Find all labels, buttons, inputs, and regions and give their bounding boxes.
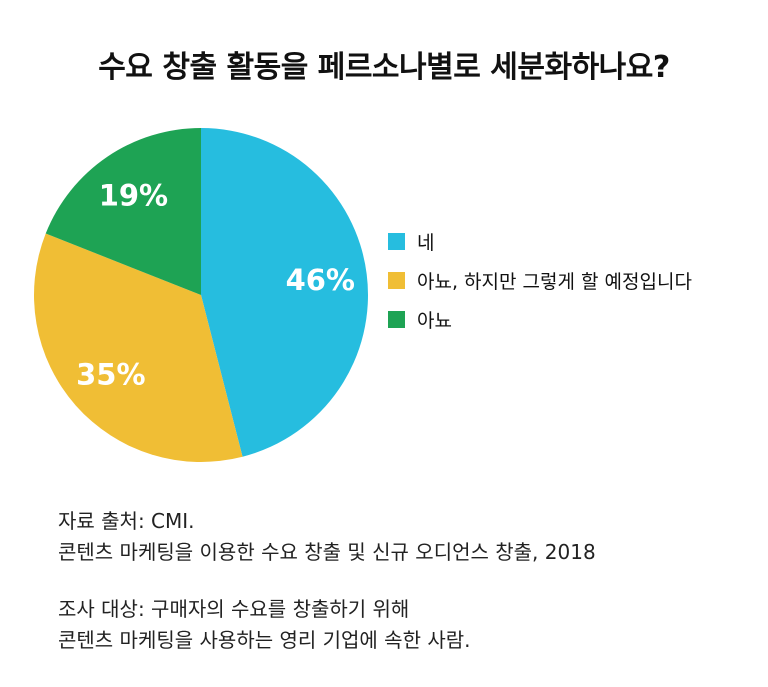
- survey-note: 조사 대상: 구매자의 수요를 창출하기 위해 콘텐츠 마케팅을 사용하는 영리…: [58, 594, 471, 656]
- survey-line-2: 콘텐츠 마케팅을 사용하는 영리 기업에 속한 사람.: [58, 628, 471, 652]
- pie-slice-2: [33, 233, 243, 463]
- pie-slice-label-1: 46%: [286, 263, 355, 297]
- legend-label: 네: [417, 232, 435, 254]
- legend-swatch: [388, 272, 405, 289]
- source-line-1: 자료 출처: CMI.: [58, 509, 195, 533]
- legend-label: 아뇨: [417, 310, 452, 332]
- source-line-2: 콘텐츠 마케팅을 이용한 수요 창출 및 신규 오디언스 창출, 2018: [58, 540, 596, 564]
- pie-slice-label-3: 19%: [99, 179, 168, 213]
- pie-slice-label-2: 35%: [76, 358, 145, 392]
- legend-swatch: [388, 233, 405, 250]
- legend-item-1: 네: [388, 222, 692, 261]
- legend-swatch: [388, 311, 405, 328]
- survey-line-1: 조사 대상: 구매자의 수요를 창출하기 위해: [58, 597, 410, 621]
- pie-slice-3: [45, 128, 201, 295]
- chart-title: 수요 창출 활동을 페르소나별로 세분화하나요?: [98, 50, 670, 85]
- pie-slice-1: [201, 128, 369, 457]
- legend-label: 아뇨, 하지만 그렇게 할 예정입니다: [417, 271, 692, 293]
- legend-item-2: 아뇨, 하지만 그렇게 할 예정입니다: [388, 261, 692, 300]
- legend-item-3: 아뇨: [388, 300, 692, 339]
- source-note: 자료 출처: CMI. 콘텐츠 마케팅을 이용한 수요 창출 및 신규 오디언스…: [58, 506, 596, 568]
